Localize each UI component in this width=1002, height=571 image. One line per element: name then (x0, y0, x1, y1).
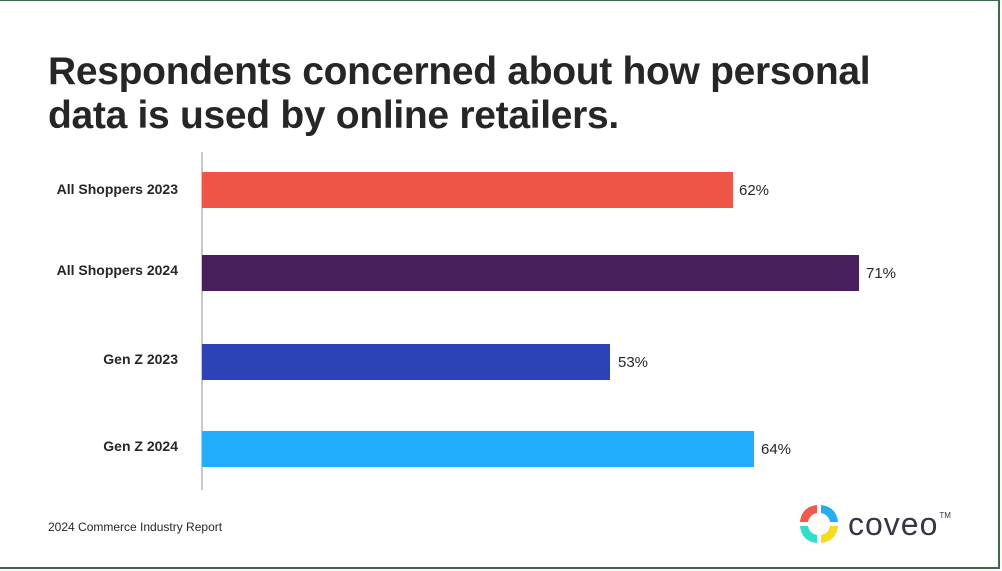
coveo-logo-icon (800, 505, 838, 543)
value-label: 64% (761, 441, 792, 458)
y-axis-line (201, 152, 203, 490)
category-label: All Shoppers 2023 (56, 181, 178, 197)
title-line-1: Respondents concerned about how personal (48, 50, 871, 93)
trademark: TM (939, 511, 951, 520)
value-label: 53% (618, 354, 649, 371)
bar-all-shoppers-2024 (202, 255, 859, 291)
report-footer: 2024 Commerce Industry Report (48, 520, 223, 534)
category-label: Gen Z 2024 (103, 438, 178, 454)
chart-title: Respondents concerned about how personal… (48, 50, 871, 138)
bar-row: All Shoppers 2024 71% (0, 255, 1000, 291)
bar-row: All Shoppers 2023 62% (0, 172, 1000, 208)
value-label: 62% (739, 182, 770, 199)
value-label: 71% (866, 265, 897, 282)
bar-all-shoppers-2023 (202, 172, 733, 208)
coveo-wordmark: coveo (848, 505, 939, 542)
category-label: Gen Z 2023 (103, 351, 178, 367)
coveo-logo: coveo TM (798, 503, 951, 545)
bar-row: Gen Z 2023 53% (0, 344, 1000, 380)
bar-gen-z-2024 (202, 431, 754, 467)
category-label: All Shoppers 2024 (56, 262, 178, 278)
bar-gen-z-2023 (202, 344, 610, 380)
bar-row: Gen Z 2024 64% (0, 431, 1000, 467)
title-line-2: data is used by online retailers. (48, 94, 619, 137)
